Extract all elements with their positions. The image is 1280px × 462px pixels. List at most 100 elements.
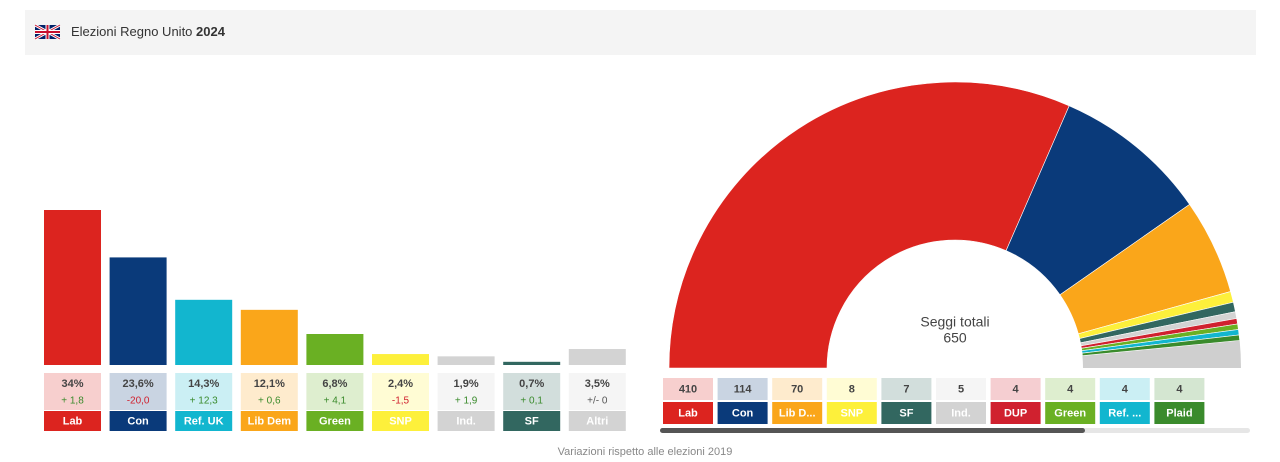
result-box (175, 373, 233, 410)
party-tag (1154, 402, 1205, 424)
change-label: -1,5 (392, 396, 410, 407)
value-label: 1,9% (454, 378, 479, 390)
value-label: 0,7% (519, 378, 544, 390)
seat-value: 5 (958, 383, 964, 395)
party-label: Altri (586, 415, 608, 427)
party-label: Green (319, 415, 351, 427)
bar (372, 354, 429, 365)
party-tag (772, 402, 823, 424)
change-label: -20,0 (127, 396, 150, 407)
party-tag (881, 402, 932, 424)
bar (568, 349, 626, 365)
party-label: SNP (389, 415, 412, 427)
seat-box (1154, 378, 1205, 400)
party-tag (109, 411, 167, 431)
party-label: Lib Dem (248, 415, 292, 427)
header-bar (25, 10, 1256, 55)
party-label: DUP (1004, 407, 1027, 419)
seat-box (826, 378, 877, 400)
party-tag (663, 402, 713, 424)
value-label: 23,6% (122, 378, 153, 390)
party-label: Green (1054, 407, 1086, 419)
party-label: Ind. (456, 415, 476, 427)
value-label: 14,3% (188, 378, 219, 390)
party-label: Ref. UK (184, 415, 224, 427)
change-label: + 1,9 (455, 396, 478, 407)
party-label: Lab (63, 415, 83, 427)
party-tag (568, 411, 626, 431)
party-tag (503, 411, 561, 431)
result-box (503, 373, 561, 410)
center-label: Seggi totali (920, 314, 989, 330)
seat-value: 7 (903, 383, 909, 395)
party-tag (826, 402, 877, 424)
party-label: Plaid (1166, 407, 1192, 419)
party-tag (936, 402, 986, 424)
change-label: + 0,6 (258, 396, 281, 407)
party-label: SF (525, 415, 539, 427)
change-label: + 1,8 (61, 396, 84, 407)
bar (240, 309, 298, 365)
party-tag (717, 402, 768, 424)
bar (437, 356, 495, 365)
seat-box (936, 378, 986, 400)
value-label: 6,8% (322, 378, 347, 390)
change-label: + 0,1 (520, 396, 543, 407)
seat-box (663, 378, 713, 400)
party-label: Ind. (951, 407, 971, 419)
change-label: + 12,3 (190, 396, 219, 407)
party-label: Con (127, 415, 149, 427)
bar (175, 299, 233, 365)
party-label: Ref. ... (1108, 407, 1141, 419)
result-box (109, 373, 167, 410)
party-label: Lab (678, 407, 698, 419)
seat-box (1099, 378, 1150, 400)
party-label: SNP (840, 407, 863, 419)
bar (44, 210, 101, 365)
result-box (568, 373, 626, 410)
change-label: + 4,1 (324, 396, 347, 407)
party-tag (437, 411, 495, 431)
result-box (372, 373, 429, 410)
footer-note: Variazioni rispetto alle elezioni 2019 (558, 446, 733, 457)
title: Elezioni Regno Unito (71, 24, 192, 39)
seat-value: 4 (1176, 383, 1183, 395)
change-label: +/- 0 (587, 396, 608, 407)
bar (306, 334, 364, 365)
party-label: SF (899, 407, 913, 419)
seat-box (1045, 378, 1096, 400)
scroll-thumb[interactable] (660, 428, 1085, 433)
uk-flag (34, 23, 61, 41)
value-label: 12,1% (254, 378, 285, 390)
value-label: 34% (61, 378, 83, 390)
party-tag (372, 411, 429, 431)
seat-box (990, 378, 1041, 400)
seat-value: 410 (679, 383, 697, 395)
total-seats: 650 (943, 330, 967, 346)
party-label: Con (732, 407, 754, 419)
seat-value: 8 (849, 383, 855, 395)
result-box (306, 373, 364, 410)
seat-value: 4 (1122, 383, 1129, 395)
seat-box (881, 378, 932, 400)
result-box (44, 373, 101, 410)
party-tag (175, 411, 233, 431)
seat-value: 4 (1067, 383, 1074, 395)
party-tag (1099, 402, 1150, 424)
seat-value: 114 (734, 383, 753, 395)
year: 2024 (196, 24, 226, 39)
value-label: 2,4% (388, 378, 413, 390)
party-tag (306, 411, 364, 431)
seat-box (717, 378, 768, 400)
result-box (240, 373, 298, 410)
header-title: Elezioni Regno Unito 2024 (71, 24, 226, 39)
seat-box (772, 378, 823, 400)
seat-segment (668, 81, 1070, 369)
value-label: 3,5% (585, 378, 610, 390)
party-tag (990, 402, 1041, 424)
party-tag (1045, 402, 1096, 424)
seat-segment (1081, 334, 1240, 356)
party-tag (240, 411, 298, 431)
party-label: Lib D... (779, 407, 816, 419)
